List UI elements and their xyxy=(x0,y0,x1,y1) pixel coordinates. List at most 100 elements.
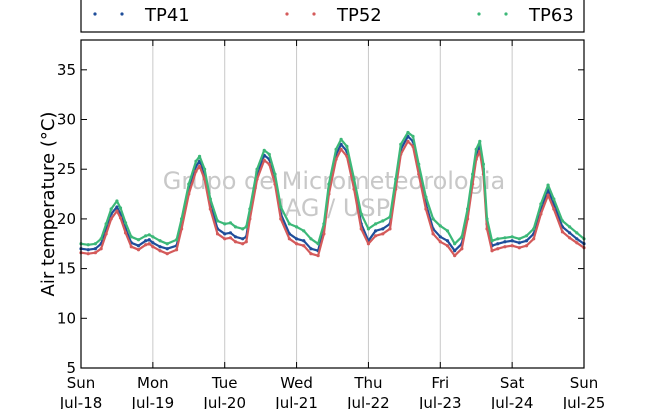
point-TP63-28 xyxy=(244,225,248,229)
point-TP52-57 xyxy=(431,232,435,236)
point-TP41-25 xyxy=(228,231,233,235)
series-line-TP63 xyxy=(80,131,585,246)
point-TP41-69 xyxy=(496,242,500,246)
legend-item-TP41: TP41 xyxy=(93,5,190,26)
point-TP52-13 xyxy=(151,245,155,249)
point-TP63-4 xyxy=(104,222,108,226)
point-TP41-37 xyxy=(302,239,306,243)
point-TP41-38 xyxy=(309,247,313,251)
legend-marker-TP63-b xyxy=(504,12,508,16)
point-TP52-24 xyxy=(223,237,227,241)
y-tick-label-0: 5 xyxy=(66,359,76,377)
point-TP41-49 xyxy=(381,227,385,231)
point-TP63-59 xyxy=(445,229,450,233)
point-TP52-17 xyxy=(180,227,184,231)
point-TP41-27 xyxy=(241,237,245,241)
point-TP63-44 xyxy=(345,144,349,148)
point-TP63-1 xyxy=(86,243,90,247)
point-TP63-11 xyxy=(144,234,148,238)
legend-marker-TP52-a xyxy=(285,12,289,16)
x-tick-date-6: Jul-24 xyxy=(490,394,534,409)
x-tick-day-3: Wed xyxy=(280,374,313,392)
point-TP52-72 xyxy=(517,246,521,250)
point-TP41-59 xyxy=(445,239,450,243)
point-TP41-48 xyxy=(374,229,378,233)
point-TP63-63 xyxy=(471,172,475,176)
point-TP52-61 xyxy=(460,247,464,251)
point-TP63-55 xyxy=(417,162,421,166)
legend-label-TP63: TP63 xyxy=(528,5,574,26)
point-TP63-56 xyxy=(424,195,428,199)
x-tick-day-1: Mon xyxy=(137,374,169,392)
point-TP63-71 xyxy=(510,235,514,239)
point-TP41-10 xyxy=(136,244,141,248)
legend-item-TP63: TP63 xyxy=(477,5,574,26)
point-TP63-5 xyxy=(109,207,113,211)
point-TP63-68 xyxy=(490,239,494,243)
point-TP63-38 xyxy=(309,237,313,241)
point-TP52-46 xyxy=(359,227,363,231)
point-TP52-53 xyxy=(406,139,410,143)
x-tick-date-5: Jul-23 xyxy=(418,394,462,409)
point-TP41-60 xyxy=(453,249,457,253)
point-TP52-2 xyxy=(93,251,97,255)
point-TP52-79 xyxy=(568,236,572,240)
point-TP63-66 xyxy=(481,162,485,166)
point-TP63-17 xyxy=(180,217,184,221)
point-TP63-48 xyxy=(374,222,378,226)
point-TP63-69 xyxy=(496,237,500,241)
grid xyxy=(152,40,513,368)
y-tick-label-6: 35 xyxy=(57,61,76,79)
point-TP63-42 xyxy=(334,147,338,151)
point-TP41-79 xyxy=(568,231,572,235)
point-TP52-8 xyxy=(123,231,128,235)
point-TP63-3 xyxy=(99,237,103,241)
point-TP52-31 xyxy=(262,158,266,162)
x-tick-day-0: Sun xyxy=(67,374,96,392)
point-TP63-24 xyxy=(223,222,227,226)
point-TP52-4 xyxy=(104,232,108,236)
point-TP63-78 xyxy=(560,219,565,223)
legend-marker-TP41-b xyxy=(120,12,124,16)
point-TP41-6 xyxy=(115,205,119,209)
point-TP52-19 xyxy=(194,169,198,173)
x-tick-day-4: Thu xyxy=(353,374,382,392)
point-TP63-73 xyxy=(524,234,529,238)
watermark-line-2: IAG / USP xyxy=(278,194,390,222)
point-TP52-50 xyxy=(388,227,392,231)
point-TP63-27 xyxy=(241,227,245,231)
y-tick-label-1: 10 xyxy=(57,309,76,327)
point-TP52-1 xyxy=(86,252,90,256)
x-tick-day-6: Sat xyxy=(500,374,525,392)
plot-area xyxy=(81,40,584,368)
point-TP41-2 xyxy=(93,247,97,251)
y-axis: 5 10 15 20 25 30 35 xyxy=(57,61,584,377)
point-TP63-33 xyxy=(273,172,277,176)
point-TP63-62 xyxy=(465,207,470,211)
point-TP63-50 xyxy=(388,215,392,219)
point-TP41-72 xyxy=(517,241,521,245)
point-TP41-36 xyxy=(294,237,299,241)
point-TP63-74 xyxy=(532,227,536,231)
y-tick-label-4: 25 xyxy=(57,160,76,178)
point-TP52-80 xyxy=(575,241,579,245)
point-TP52-35 xyxy=(287,237,291,241)
x-tick-date-3: Jul-21 xyxy=(274,394,318,409)
legend-item-TP52: TP52 xyxy=(285,5,382,26)
point-TP41-58 xyxy=(438,235,442,239)
x-tick-day-5: Fri xyxy=(431,374,449,392)
point-TP63-51 xyxy=(394,177,398,181)
point-TP52-77 xyxy=(552,207,556,211)
point-TP52-5 xyxy=(109,217,113,221)
point-TP63-35 xyxy=(287,222,291,226)
point-TP63-2 xyxy=(93,242,97,246)
point-TP63-22 xyxy=(208,197,212,201)
point-TP63-54 xyxy=(411,134,415,139)
point-TP63-15 xyxy=(165,242,169,246)
point-TP63-14 xyxy=(158,239,162,243)
y-tick-label-5: 30 xyxy=(57,111,76,129)
point-TP52-6 xyxy=(115,209,119,213)
point-TP52-12 xyxy=(147,242,151,246)
point-TP41-43 xyxy=(339,142,343,146)
